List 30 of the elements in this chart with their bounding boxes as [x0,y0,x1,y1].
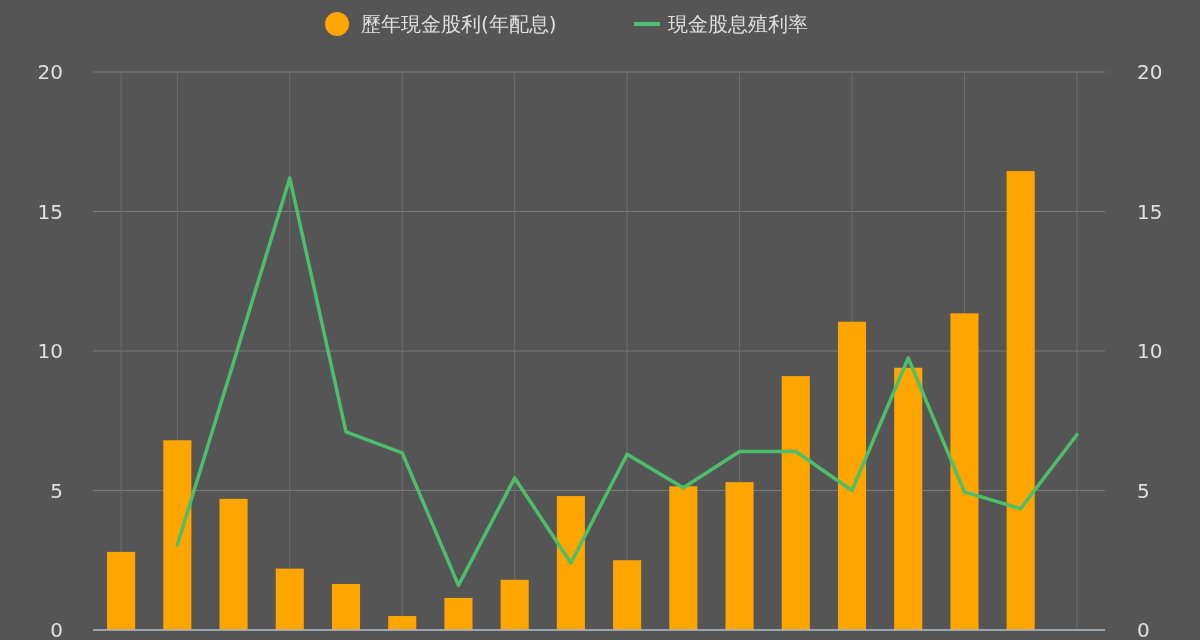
y-tick-label: 5 [50,478,63,503]
line-series [175,176,1079,588]
bar [725,482,754,630]
legend-label: 歷年現金股利(年配息) [361,12,557,36]
bar [275,568,304,630]
bar [444,597,473,630]
y2-tick-label: 10 [1137,339,1163,363]
bar [163,440,192,630]
bar [669,486,698,630]
bar [500,579,529,630]
y2-tick-label: 20 [1137,60,1163,84]
y2-tick-label: 5 [1137,478,1150,503]
bar [1006,171,1035,630]
bar [894,367,923,630]
y-tick-label: 15 [37,199,63,224]
bar [950,313,979,630]
bar [219,498,248,630]
y2-tick-label: 15 [1137,199,1163,224]
bar [388,616,417,630]
y-tick-label: 10 [37,339,63,363]
bar [837,321,867,630]
bar [613,560,642,630]
legend-label: 現金股息殖利率 [668,12,808,36]
bar [107,551,136,630]
y2-tick-label: 0 [1137,618,1150,640]
y-tick-label: 0 [50,618,63,640]
bar [331,583,361,630]
bar [556,496,585,630]
y-tick-label: 20 [37,60,63,84]
bar [781,376,810,630]
